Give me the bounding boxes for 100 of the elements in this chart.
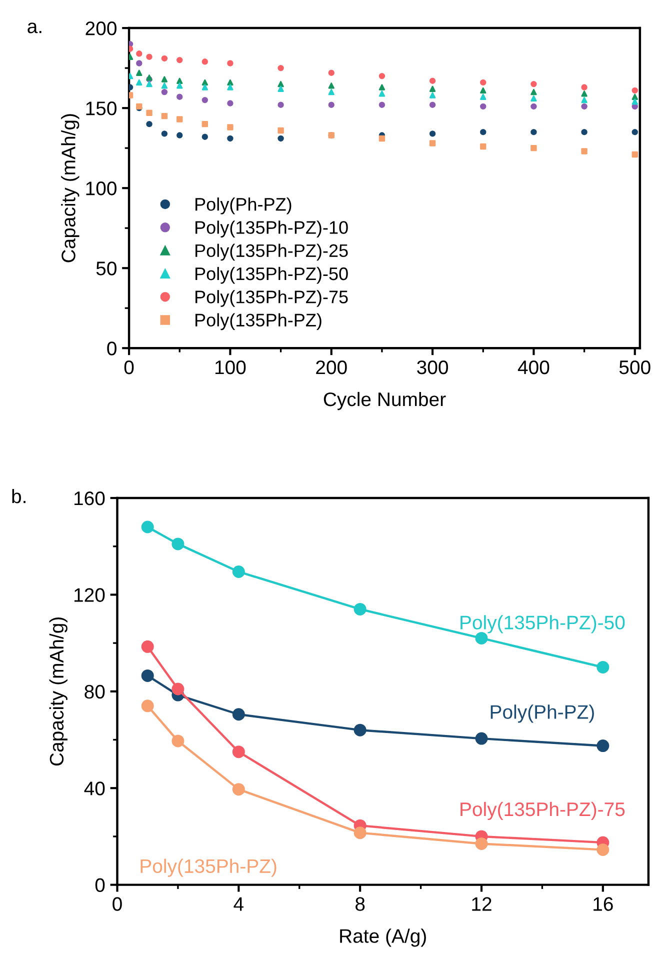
legend-label: Poly(135Ph-PZ)-10 bbox=[196, 220, 348, 238]
point bbox=[176, 56, 183, 64]
point bbox=[480, 94, 486, 100]
point bbox=[141, 669, 154, 682]
y-tick-label: 40 bbox=[84, 782, 105, 796]
point bbox=[227, 79, 234, 86]
point bbox=[378, 72, 386, 80]
point bbox=[530, 88, 537, 96]
point bbox=[429, 130, 436, 137]
point bbox=[354, 724, 366, 736]
chart-title: a. bbox=[28, 22, 42, 34]
point bbox=[480, 79, 486, 86]
x-tick-label: 8 bbox=[356, 897, 365, 911]
point bbox=[161, 130, 168, 137]
legend-label: Poly(Ph-PZ) bbox=[196, 197, 292, 214]
point bbox=[141, 520, 154, 534]
point bbox=[136, 70, 142, 76]
point bbox=[202, 58, 208, 65]
point bbox=[161, 55, 168, 62]
point bbox=[136, 50, 142, 57]
point bbox=[480, 103, 486, 110]
text: Poly(135Ph-PZ) bbox=[140, 858, 276, 877]
point bbox=[530, 95, 537, 102]
point bbox=[475, 837, 488, 850]
point bbox=[232, 783, 245, 796]
point bbox=[227, 135, 234, 142]
point bbox=[596, 844, 610, 856]
y-tick-label: 80 bbox=[84, 684, 105, 699]
chart-title: b. bbox=[12, 488, 26, 504]
point bbox=[172, 682, 184, 696]
point bbox=[278, 135, 284, 142]
point bbox=[202, 84, 208, 90]
point bbox=[480, 143, 486, 150]
point bbox=[632, 98, 638, 105]
point bbox=[581, 90, 588, 97]
x-tick-label: 500 bbox=[619, 360, 650, 374]
point bbox=[278, 102, 284, 108]
point bbox=[176, 94, 183, 100]
point bbox=[581, 84, 588, 90]
point bbox=[596, 740, 610, 752]
y-tick-label: 160 bbox=[74, 491, 105, 506]
y-tick-label: 0 bbox=[95, 878, 105, 892]
x-tick-label: 200 bbox=[316, 360, 347, 374]
point bbox=[141, 640, 154, 653]
point bbox=[161, 76, 168, 82]
point bbox=[581, 128, 588, 136]
series-label: Poly(135Ph-PZ)-75 bbox=[460, 802, 625, 820]
point bbox=[227, 60, 234, 66]
y-tick-label: 100 bbox=[86, 182, 116, 196]
point bbox=[632, 94, 638, 100]
point bbox=[581, 148, 588, 154]
point bbox=[202, 96, 208, 104]
y-axis-title: Capacity (mAh/g) bbox=[61, 114, 80, 262]
point bbox=[172, 538, 184, 550]
point bbox=[328, 70, 334, 76]
y-tick-label: 150 bbox=[86, 102, 116, 116]
point bbox=[161, 112, 168, 120]
x-tick-label: 400 bbox=[518, 360, 550, 374]
point bbox=[480, 128, 486, 136]
point bbox=[232, 708, 245, 721]
point bbox=[530, 80, 537, 88]
point bbox=[480, 87, 486, 94]
point bbox=[378, 90, 386, 97]
point bbox=[146, 80, 152, 88]
point bbox=[581, 96, 588, 104]
point bbox=[172, 734, 184, 748]
legend-label: Poly(135Ph-PZ) bbox=[196, 313, 322, 330]
x-tick-label: 0 bbox=[124, 360, 134, 374]
x-tick-label: 300 bbox=[417, 360, 448, 374]
point bbox=[176, 78, 183, 84]
series-label: Poly(Ph-PZ) bbox=[490, 704, 594, 723]
x-tick-label: 12 bbox=[472, 897, 492, 911]
point bbox=[146, 110, 152, 116]
y-axis-title: Capacity (mAh/g) bbox=[49, 618, 68, 766]
point bbox=[176, 132, 183, 138]
point bbox=[429, 102, 436, 108]
point bbox=[146, 54, 152, 60]
point bbox=[429, 140, 436, 146]
point bbox=[278, 127, 284, 134]
point bbox=[278, 64, 284, 72]
point bbox=[378, 102, 386, 108]
point bbox=[530, 103, 537, 110]
point bbox=[176, 116, 183, 122]
point bbox=[202, 134, 208, 140]
point bbox=[429, 78, 436, 84]
point bbox=[136, 79, 142, 86]
x-axis-title: Rate (A/g) bbox=[340, 928, 426, 947]
legend-label: Poly(135Ph-PZ)-50 bbox=[196, 266, 348, 284]
point bbox=[632, 151, 638, 158]
x-axis-title: Cycle Number bbox=[324, 392, 446, 410]
y-tick-label: 200 bbox=[86, 22, 116, 36]
series-label: Poly(135Ph-PZ)-50 bbox=[460, 615, 625, 634]
point bbox=[328, 88, 334, 96]
point bbox=[328, 82, 334, 89]
point bbox=[632, 128, 638, 136]
point bbox=[227, 124, 234, 130]
point bbox=[429, 86, 436, 92]
point bbox=[202, 120, 208, 128]
point bbox=[530, 128, 537, 136]
point bbox=[378, 135, 386, 142]
